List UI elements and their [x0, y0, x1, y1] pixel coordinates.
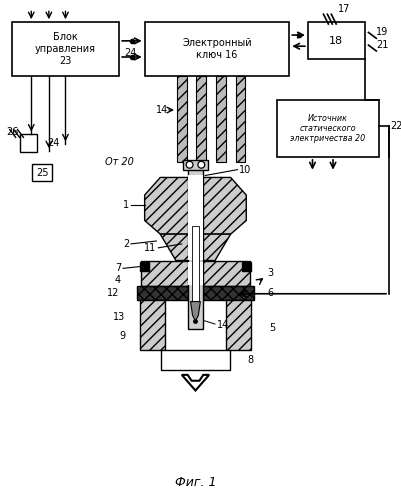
Bar — [183, 160, 208, 170]
Text: Источник
статического
электричества 20: Источник статического электричества 20 — [290, 114, 366, 144]
Text: 18: 18 — [329, 36, 343, 46]
Bar — [12, 22, 119, 76]
Text: 10: 10 — [239, 164, 252, 174]
Circle shape — [198, 162, 205, 168]
Polygon shape — [145, 178, 246, 234]
FancyBboxPatch shape — [226, 300, 251, 350]
FancyBboxPatch shape — [141, 260, 250, 286]
Text: 9: 9 — [119, 331, 125, 341]
Text: 14: 14 — [156, 105, 168, 115]
Text: Блок
управления
23: Блок управления 23 — [35, 32, 96, 66]
FancyBboxPatch shape — [137, 286, 254, 300]
Text: Фиг. 1: Фиг. 1 — [175, 476, 216, 489]
Circle shape — [186, 162, 193, 168]
Text: 5: 5 — [269, 322, 275, 332]
Text: 3: 3 — [268, 268, 274, 278]
Bar — [140, 262, 148, 272]
Text: От 20: От 20 — [105, 157, 134, 167]
Polygon shape — [188, 233, 203, 260]
Text: 14: 14 — [217, 320, 229, 330]
Bar — [161, 350, 230, 370]
FancyBboxPatch shape — [235, 76, 245, 162]
FancyBboxPatch shape — [177, 76, 187, 162]
Bar — [192, 226, 199, 304]
Text: 13: 13 — [113, 312, 125, 322]
Text: 7: 7 — [115, 264, 121, 274]
Text: 21: 21 — [376, 40, 388, 50]
Bar — [145, 22, 289, 76]
Polygon shape — [160, 234, 231, 260]
FancyBboxPatch shape — [140, 300, 165, 350]
Text: Электронный
ключ 16: Электронный ключ 16 — [182, 38, 252, 60]
Text: 8: 8 — [247, 355, 253, 365]
Polygon shape — [188, 176, 203, 233]
Bar — [242, 262, 251, 272]
Text: 24: 24 — [47, 138, 59, 148]
FancyBboxPatch shape — [216, 76, 226, 162]
Text: 4: 4 — [115, 275, 121, 285]
Text: 2: 2 — [123, 239, 129, 249]
FancyBboxPatch shape — [196, 76, 206, 162]
Text: 22: 22 — [391, 121, 401, 131]
Text: 11: 11 — [144, 243, 156, 253]
Bar — [277, 100, 379, 157]
Text: 25: 25 — [36, 168, 48, 177]
Text: 24: 24 — [124, 48, 137, 58]
Text: 1: 1 — [123, 200, 129, 210]
Text: 12: 12 — [107, 288, 119, 298]
Bar — [20, 134, 37, 152]
FancyBboxPatch shape — [188, 168, 203, 329]
Text: 26: 26 — [6, 128, 18, 138]
Polygon shape — [190, 302, 200, 321]
Text: 6: 6 — [268, 288, 274, 298]
Polygon shape — [182, 375, 209, 390]
Bar — [188, 262, 203, 285]
Text: 17: 17 — [338, 4, 350, 15]
Bar — [32, 164, 52, 182]
Text: 19: 19 — [376, 28, 388, 38]
Bar — [308, 22, 365, 59]
